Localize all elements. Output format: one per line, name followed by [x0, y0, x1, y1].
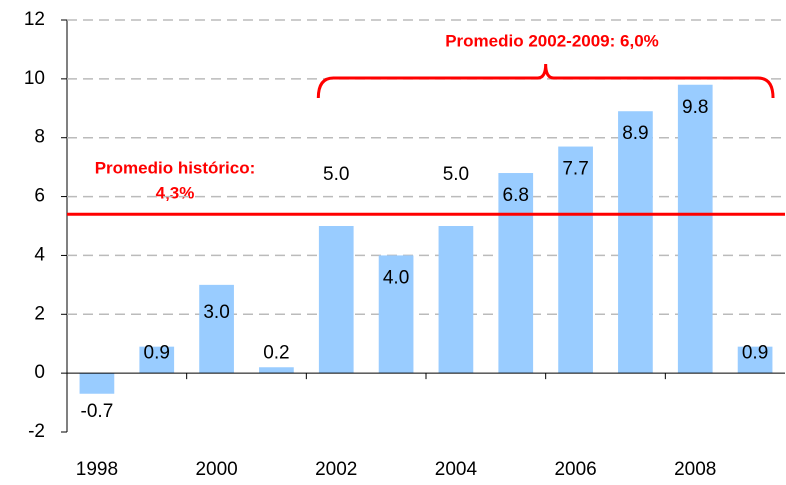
y-tick-label: 2 — [34, 303, 45, 324]
value-label: 0.9 — [144, 343, 170, 364]
x-tick-label: 2000 — [195, 459, 237, 480]
bar — [677, 84, 713, 374]
y-tick-label: 8 — [34, 127, 45, 148]
y-tick-label: 10 — [24, 68, 45, 89]
y-tick-label: 0 — [34, 362, 45, 383]
bar — [558, 146, 593, 374]
value-label: 4.0 — [383, 267, 409, 288]
bar — [378, 255, 414, 374]
x-tick-label: 2004 — [435, 459, 478, 480]
bar — [259, 367, 294, 374]
bar — [618, 111, 653, 374]
value-label: 3.0 — [203, 302, 229, 323]
x-tick-label: 2002 — [315, 459, 357, 480]
y-tick-label: 6 — [34, 186, 45, 207]
value-label: -0.7 — [81, 401, 114, 422]
value-label: 5.0 — [323, 164, 349, 185]
value-label: 0.9 — [742, 343, 768, 364]
value-label: 9.8 — [682, 97, 708, 118]
bracket — [316, 63, 775, 99]
bar — [438, 226, 474, 374]
annotation: 4,3% — [156, 183, 195, 202]
y-tick-label: 4 — [34, 244, 45, 265]
bar — [318, 226, 354, 374]
value-label: 6.8 — [503, 185, 529, 206]
value-label: 0.2 — [263, 342, 289, 363]
bar — [737, 346, 773, 374]
bar — [139, 346, 175, 374]
y-tick-label: 12 — [24, 9, 45, 30]
value-label: 7.7 — [562, 159, 588, 180]
x-tick-label: 1998 — [76, 459, 118, 480]
bar — [79, 373, 115, 394]
annotation: Promedio histórico: — [95, 158, 256, 177]
x-tick-label: 2006 — [554, 459, 596, 480]
x-tick-label: 2008 — [674, 459, 716, 480]
value-label: 8.9 — [622, 123, 648, 144]
y-tick-label: -2 — [28, 421, 45, 442]
bar — [498, 173, 534, 374]
bar — [199, 284, 234, 374]
value-label: 5.0 — [443, 164, 469, 185]
annotation: Promedio 2002-2009: 6,0% — [445, 31, 659, 50]
